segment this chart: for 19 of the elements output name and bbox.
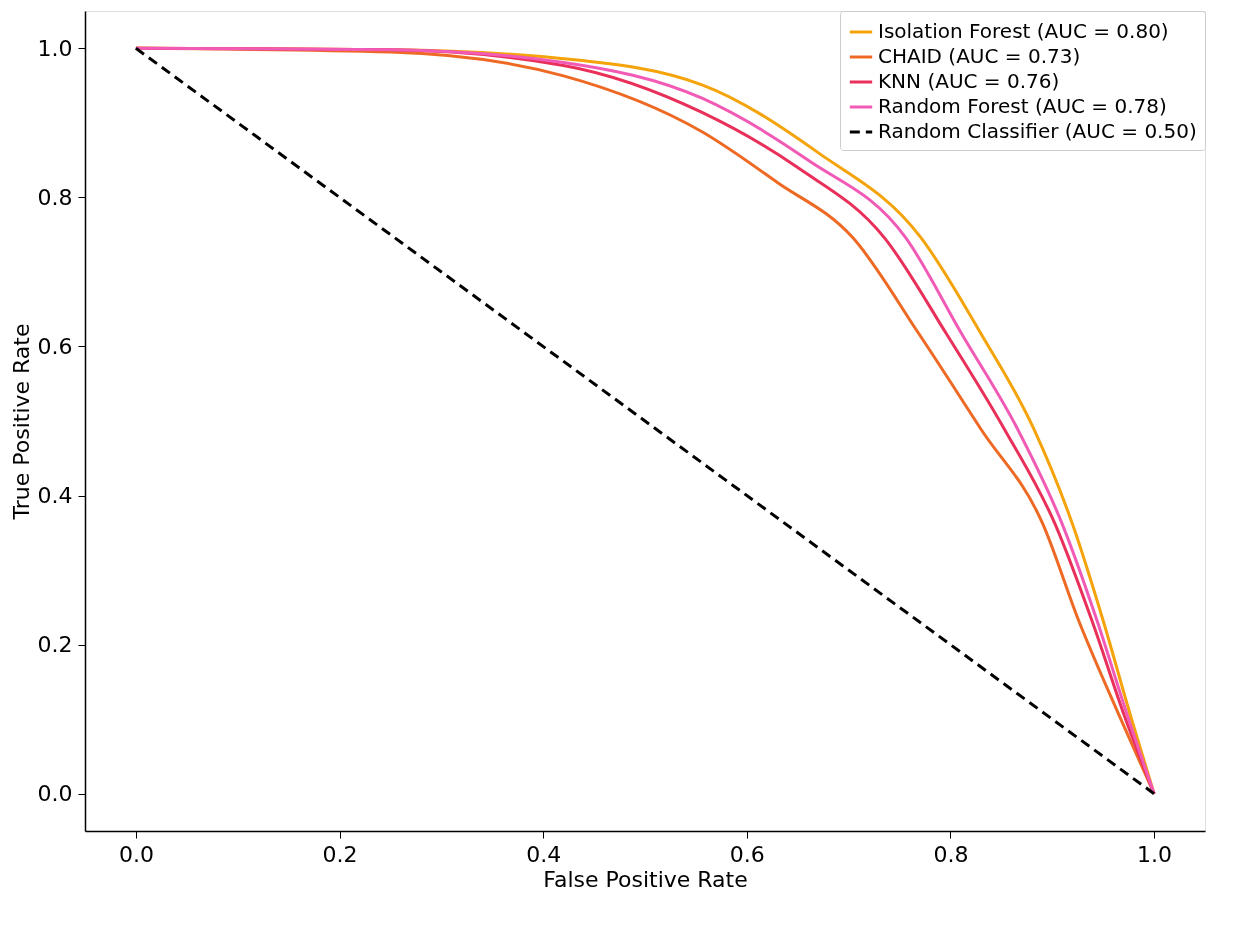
legend-label: CHAID (AUC = 0.73) — [878, 44, 1081, 68]
y-tick-label: 0.4 — [37, 483, 73, 509]
x-tick-label: 0.6 — [729, 841, 765, 867]
x-axis-title: False Positive Rate — [543, 866, 748, 892]
x-tick-label: 0.2 — [322, 841, 358, 867]
legend-label: Isolation Forest (AUC = 0.80) — [878, 19, 1169, 43]
x-tick-label: 0.8 — [933, 841, 969, 867]
x-tick-label: 0.0 — [118, 841, 154, 867]
y-tick-label: 0.8 — [37, 184, 73, 210]
y-tick-label: 0.6 — [37, 333, 73, 359]
legend-label: Random Forest (AUC = 0.78) — [878, 94, 1167, 118]
x-tick-label: 1.0 — [1137, 841, 1173, 867]
legend-label: Random Classifier (AUC = 0.50) — [878, 119, 1197, 143]
y-tick-label: 0.2 — [37, 632, 73, 658]
x-tick-label: 0.4 — [526, 841, 562, 867]
y-axis-title: True Positive Rate — [8, 323, 34, 521]
y-tick-label: 0.0 — [37, 781, 73, 807]
y-tick-label: 1.0 — [37, 35, 73, 61]
legend-label: KNN (AUC = 0.76) — [878, 69, 1060, 93]
